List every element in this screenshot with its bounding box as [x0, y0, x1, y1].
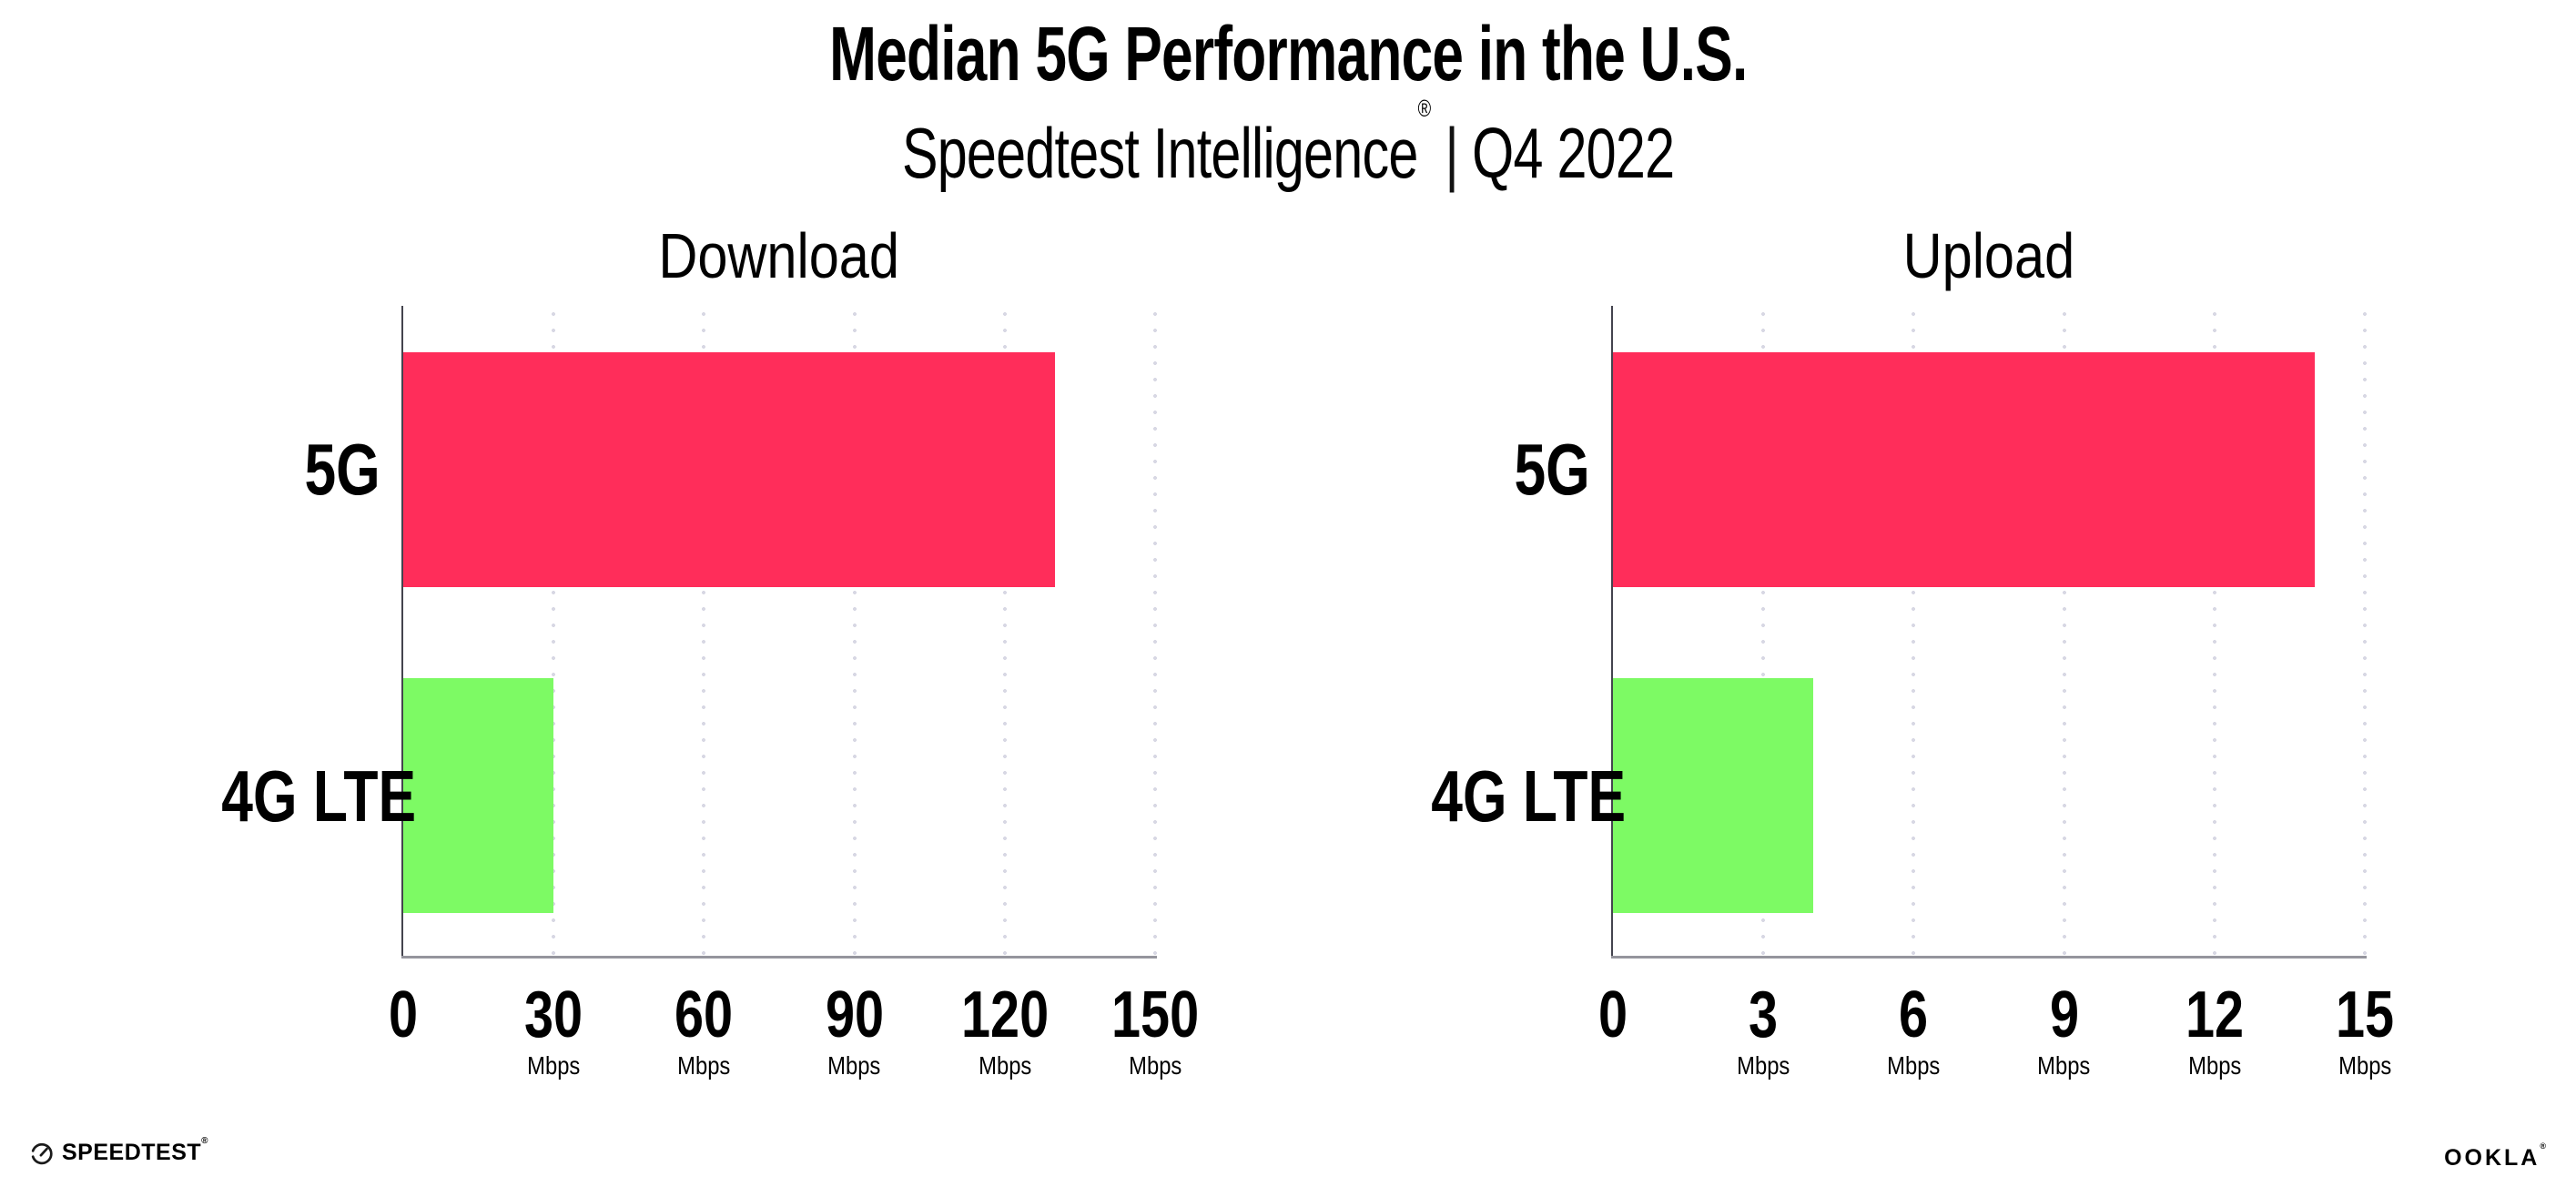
x-tick-value: 12: [2185, 979, 2244, 1051]
x-tick-unit: Mbps: [1887, 1051, 1941, 1080]
x-axis-line: [401, 956, 1157, 959]
x-tick-upload-0: 0: [1522, 979, 1704, 1051]
x-tick-upload-9: 9 Mbps: [1973, 979, 2155, 1081]
x-tick-unit: Mbps: [1737, 1051, 1790, 1080]
speedtest-gauge-icon: [31, 1142, 53, 1164]
x-tick-download-30: 30 Mbps: [462, 979, 644, 1081]
category-label-4g-lte: 4G LTE: [1431, 756, 1627, 837]
ookla-wordmark: OOKLA: [2444, 1145, 2541, 1171]
subtitle-period: Q4 2022: [1472, 113, 1675, 193]
x-tick-value: 3: [1749, 979, 1779, 1051]
ookla-logo: OOKLA®: [2444, 1141, 2546, 1172]
infographic-header: Median 5G Performance in the U.S. Speedt…: [0, 11, 2576, 196]
category-label-5g: 5G: [304, 429, 380, 510]
x-tick-value: 90: [825, 979, 884, 1051]
chart-panel-upload: Upload 5G 4G LTE 0 3 Mbps 6 Mbps 9 Mbps 12 Mbps 15 Mb…: [1376, 217, 2394, 1100]
bar-4g-lte-upload: [1613, 678, 1814, 913]
bar-5g-upload: [1613, 352, 2315, 587]
x-tick-unit: Mbps: [2037, 1051, 2091, 1080]
x-tick-unit: Mbps: [1128, 1051, 1182, 1080]
subtitle-brand: Speedtest Intelligence: [901, 113, 1418, 193]
speedtest-logo: SPEEDTEST®: [30, 1135, 208, 1166]
x-tick-value: 150: [1111, 979, 1200, 1051]
category-label-4g-lte: 4G LTE: [221, 756, 417, 837]
x-tick-value: 30: [524, 979, 583, 1051]
chart-title-download: Download: [658, 220, 900, 291]
x-tick-unit: Mbps: [2338, 1051, 2392, 1080]
speedtest-wordmark: SPEEDTEST®: [62, 1135, 208, 1165]
page-subtitle: Speedtest Intelligence® | Q4 2022: [0, 95, 2576, 196]
gridline-15-mbps: [2363, 306, 2367, 956]
x-tick-download-60: 60 Mbps: [613, 979, 795, 1081]
category-label-5g: 5G: [1514, 429, 1590, 510]
ookla-registered-mark: ®: [2540, 1141, 2546, 1151]
gridline-9-mbps: [2062, 306, 2066, 956]
x-tick-value: 0: [1597, 979, 1628, 1051]
x-tick-value: 120: [960, 979, 1049, 1051]
x-tick-value: 9: [2049, 979, 2079, 1051]
subtitle-separator: |: [1445, 113, 1458, 193]
speedtest-registered-mark: ®: [201, 1135, 208, 1146]
gridline-90-mbps: [852, 306, 857, 956]
gridline-120-mbps: [1002, 306, 1007, 956]
registered-trademark-symbol: ®: [1417, 95, 1432, 122]
x-tick-value: 6: [1899, 979, 1929, 1051]
x-tick-upload-6: 6 Mbps: [1822, 979, 2004, 1081]
gridline-150-mbps: [1153, 306, 1157, 956]
chart-panel-download: Download 5G 4G LTE 0 30 Mbps 60 Mbps 90 Mbps 120 Mb…: [167, 217, 1199, 1100]
download-plot-area: [401, 306, 1157, 959]
gridline-12-mbps: [2212, 306, 2216, 956]
gridline-30-mbps: [552, 306, 556, 956]
gridline-3-mbps: [1761, 306, 1766, 956]
x-tick-value: 60: [674, 979, 734, 1051]
x-tick-upload-3: 3 Mbps: [1672, 979, 1854, 1081]
x-tick-unit: Mbps: [978, 1051, 1031, 1080]
y-axis-line: [401, 306, 403, 959]
gridline-60-mbps: [702, 306, 706, 956]
upload-plot-area: [1611, 306, 2367, 959]
page-title: Median 5G Performance in the U.S.: [828, 11, 1748, 96]
x-tick-unit: Mbps: [527, 1051, 581, 1080]
x-tick-unit: Mbps: [2187, 1051, 2241, 1080]
x-axis-line: [1611, 956, 2367, 959]
x-tick-upload-12: 12 Mbps: [2124, 979, 2306, 1081]
x-tick-download-0: 0: [312, 979, 494, 1051]
chart-title-upload: Upload: [1902, 220, 2075, 291]
x-tick-download-150: 150 Mbps: [1064, 979, 1246, 1081]
x-tick-upload-15: 15 Mbps: [2274, 979, 2456, 1081]
y-axis-line: [1611, 306, 1613, 959]
x-tick-unit: Mbps: [677, 1051, 731, 1080]
x-tick-download-120: 120 Mbps: [914, 979, 1096, 1081]
x-tick-value: 0: [388, 979, 419, 1051]
gridline-6-mbps: [1912, 306, 1916, 956]
x-tick-download-90: 90 Mbps: [764, 979, 946, 1081]
bar-4g-lte-download: [403, 678, 554, 913]
x-tick-value: 15: [2335, 979, 2395, 1051]
x-tick-unit: Mbps: [827, 1051, 881, 1080]
bar-5g-download: [403, 352, 1055, 587]
